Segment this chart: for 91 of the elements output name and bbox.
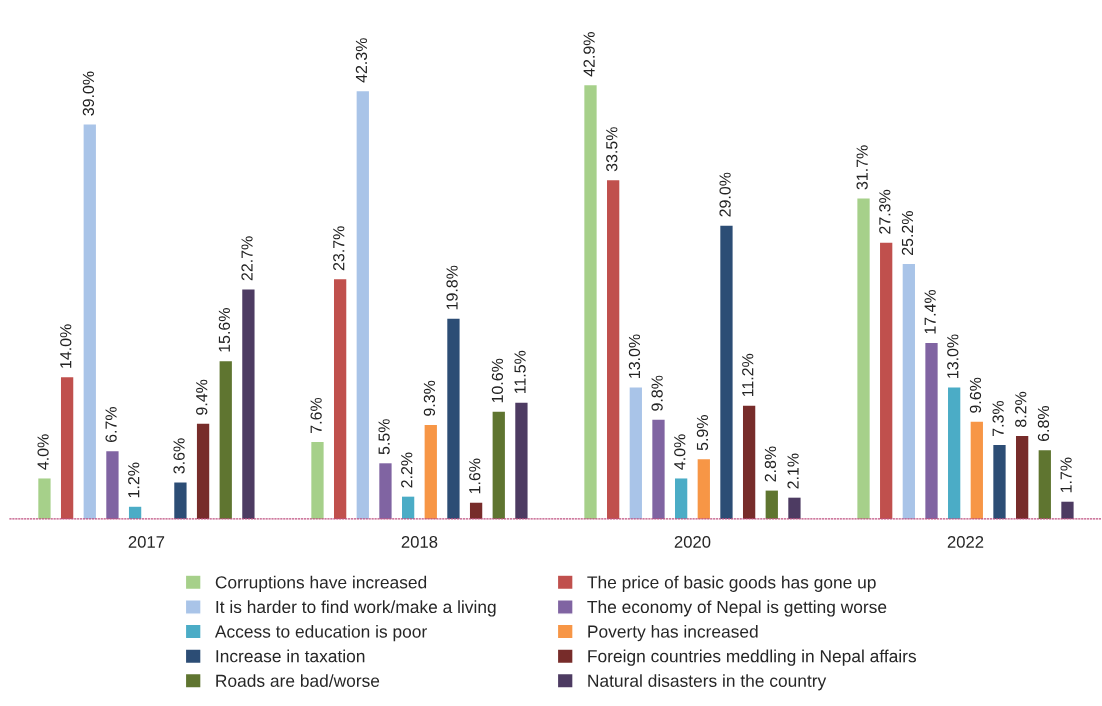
data-label: 23.7% xyxy=(333,226,345,271)
legend-label: The economy of Nepal is getting worse xyxy=(587,600,887,617)
bar xyxy=(788,497,801,519)
data-label: 39.0% xyxy=(82,71,95,116)
legend-label: Poverty has increased xyxy=(588,624,758,642)
data-label: 14.0% xyxy=(60,324,72,368)
data-label: 9.8% xyxy=(651,375,663,411)
data-label: 9.3% xyxy=(423,380,436,416)
legend-label: The price of basic goods has gone up xyxy=(587,575,876,592)
x-tick-label: 2022 xyxy=(947,536,984,548)
bar xyxy=(83,124,96,519)
data-label: 7.3% xyxy=(992,400,1004,436)
bar xyxy=(219,361,232,519)
bar xyxy=(492,411,505,519)
data-label: 6.7% xyxy=(105,406,117,443)
data-label: 3.6% xyxy=(173,438,185,474)
data-label: 5.9% xyxy=(696,415,709,451)
bar xyxy=(515,402,528,519)
data-label: 19.8% xyxy=(446,265,458,310)
bar xyxy=(765,490,778,519)
bar xyxy=(333,279,347,519)
data-label: 13.0% xyxy=(947,334,959,378)
legend-label: Foreign countries meddling in Nepal affairs xyxy=(588,649,917,666)
data-label: 1.7% xyxy=(1060,457,1072,493)
bar xyxy=(1038,450,1051,519)
legend-label: Roads are bad/worse xyxy=(216,674,380,687)
data-label: 7.6% xyxy=(310,397,322,433)
bar xyxy=(675,478,688,519)
bar xyxy=(424,424,437,519)
bar xyxy=(106,451,119,519)
data-label: 10.6% xyxy=(491,358,504,403)
bar xyxy=(469,502,483,519)
data-label: 29.0% xyxy=(719,172,731,217)
bar xyxy=(356,91,369,519)
legend-label: Access to education is poor xyxy=(214,624,427,642)
x-tick-label: 2018 xyxy=(401,536,438,548)
bar xyxy=(948,387,961,519)
data-label: 25.2% xyxy=(901,211,914,255)
bar xyxy=(970,421,983,519)
data-label: 13.0% xyxy=(628,334,641,378)
bar xyxy=(1016,436,1029,519)
data-label: 17.4% xyxy=(924,289,936,334)
data-label: 42.9% xyxy=(583,32,595,77)
data-label: 11.5% xyxy=(514,350,526,394)
bar xyxy=(993,445,1006,519)
data-label: 8.2% xyxy=(1015,391,1027,427)
bar xyxy=(629,387,642,519)
data-label: 1.2% xyxy=(128,462,140,498)
bar xyxy=(60,377,74,519)
bar xyxy=(401,496,415,519)
legend-label: It is harder to find work/make a living xyxy=(216,600,496,617)
bar xyxy=(38,478,51,519)
data-label: 27.3% xyxy=(879,189,891,234)
data-label: 5.5% xyxy=(378,419,390,455)
data-label: 2.8% xyxy=(764,446,777,482)
bar xyxy=(196,423,210,519)
bar xyxy=(720,225,733,519)
bar xyxy=(697,459,710,519)
data-label: 11.2% xyxy=(742,353,754,397)
legend-label: Natural disasters in the country xyxy=(588,674,827,691)
data-label: 31.7% xyxy=(856,145,868,190)
bar xyxy=(925,342,938,519)
legend-label: Increase in taxation xyxy=(216,649,365,663)
bar xyxy=(242,289,255,519)
bar xyxy=(379,463,392,519)
bar xyxy=(652,419,665,519)
legend-label: Corruptions have increased xyxy=(215,575,427,592)
bar xyxy=(607,180,620,519)
data-label: 22.7% xyxy=(241,236,253,281)
bar xyxy=(880,242,893,519)
data-label: 42.3% xyxy=(355,38,368,83)
bar xyxy=(1061,501,1074,519)
bar xyxy=(174,482,187,519)
bar xyxy=(447,318,460,519)
x-tick-label: 2020 xyxy=(674,536,711,548)
data-label: 4.0% xyxy=(674,434,686,470)
data-label: 33.5% xyxy=(606,127,618,172)
bar xyxy=(742,405,756,519)
data-label: 2.2% xyxy=(401,452,413,488)
data-label: 9.6% xyxy=(969,377,982,413)
x-tick-label: 2017 xyxy=(128,536,165,548)
data-label: 9.4% xyxy=(196,379,208,415)
data-label: 2.1% xyxy=(787,453,799,489)
data-label: 15.6% xyxy=(218,308,231,352)
bar xyxy=(311,442,324,519)
data-label: 1.6% xyxy=(469,458,481,494)
bar xyxy=(857,198,870,519)
bar xyxy=(584,85,597,519)
data-label: 6.8% xyxy=(1037,405,1050,442)
bar xyxy=(902,264,915,519)
data-label: 4.0% xyxy=(37,434,49,470)
